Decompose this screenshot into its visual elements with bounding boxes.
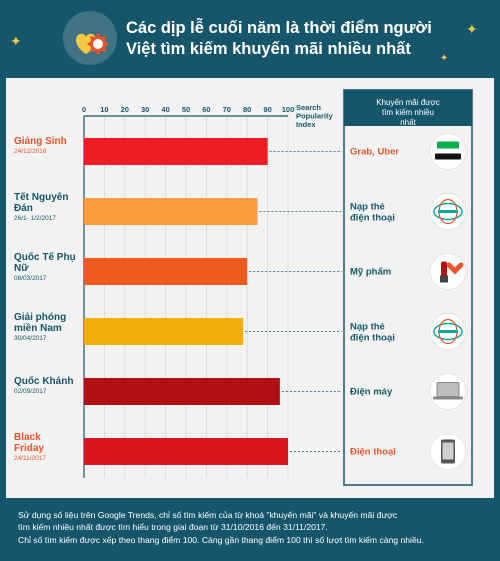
category-label: miền Nam [14, 322, 62, 334]
promo-label: Điện máy [350, 387, 393, 398]
category-date: 26/1- 1/2/2017 [14, 215, 56, 222]
promo-label: Điện thoại [350, 447, 396, 458]
promo-label: Grab, Uber [350, 147, 399, 158]
category-label: Black [14, 432, 41, 443]
category-date: 24/12/2016 [14, 148, 47, 155]
x-tick-label: 40 [161, 105, 169, 114]
category-date: 02/09/2017 [14, 388, 47, 395]
category-label: Giáng Sinh [14, 136, 67, 147]
category-label: Tết Nguyên [14, 191, 68, 203]
viettel-logo [429, 193, 467, 230]
bar [84, 258, 248, 285]
x-tick-label: 60 [202, 105, 210, 114]
promo-label: điện thoại [350, 333, 395, 344]
x-tick-label: 0 [82, 105, 86, 114]
category-label: Quốc Tế Phụ [14, 251, 76, 263]
category-date: 30/04/2017 [14, 335, 47, 342]
viettel-logo [429, 313, 467, 350]
promo-column-title: Khuyến mãi được tìm kiếm nhiều nhất [376, 98, 440, 127]
laptop-icon [429, 373, 467, 410]
footer-line: tìm kiếm nhiều nhất được tìm hiểu trong … [18, 522, 328, 533]
x-tick-label: 80 [243, 105, 251, 114]
x-tick-label: 30 [141, 105, 149, 114]
smartphone-icon [429, 433, 467, 470]
x-tick-label: 20 [121, 105, 129, 114]
cosmetics-icon [429, 253, 467, 290]
category-label: Giải phóng [14, 312, 66, 323]
x-axis-label: Search Popularity Index [296, 103, 334, 129]
promo-label: điện thoại [350, 213, 395, 224]
header: ✦ ✦ ✦ Các dịp lễ cuối năm là thời điểm n… [0, 0, 500, 78]
category-date: 08/03/2017 [14, 275, 47, 282]
footer-note: Sử dụng số liệu trên Google Trends, chỉ … [0, 500, 500, 561]
x-tick-label: 10 [100, 105, 108, 114]
category-label: Đán [14, 203, 33, 214]
page-title: Các dịp lễ cuối năm là thời điểm người V… [126, 19, 432, 58]
bar-chart: 0 10 20 30 40 50 60 70 80 90 100 Search Popularity I… [14, 89, 473, 486]
grab-uber-logo [429, 133, 467, 170]
x-tick-label: 90 [263, 105, 271, 114]
bar [84, 438, 288, 465]
promo-label: Mỹ phẩm [350, 267, 391, 278]
bar [84, 138, 268, 165]
promo-label: Nạp thẻ [350, 322, 385, 333]
category-label: Quốc Khánh [14, 375, 73, 387]
chart-panel: 0 10 20 30 40 50 60 70 80 90 100 Search Popularity I… [6, 78, 494, 498]
x-tick-label: 50 [182, 105, 190, 114]
sparkle-icon: ✦ [466, 21, 478, 37]
promo-label: Nạp thẻ [350, 202, 385, 213]
gift-badge-icon [63, 11, 117, 65]
category-date: 24/11/2017 [14, 455, 46, 462]
bar [84, 378, 280, 405]
bar [84, 198, 258, 225]
sparkle-icon: ✦ [440, 53, 449, 64]
category-label: Nữ [14, 263, 29, 274]
category-label: Friday [14, 443, 44, 454]
x-tick-label: 100 [282, 105, 295, 114]
sparkle-icon: ✦ [10, 33, 22, 49]
bar [84, 318, 244, 345]
x-tick-label: 70 [223, 105, 231, 114]
promo-column-header [344, 90, 472, 126]
footer-line: Sử dụng số liệu trên Google Trends, chỉ … [18, 510, 398, 520]
footer-line: Chỉ số tìm kiếm được xếp theo thang điểm… [18, 534, 424, 545]
